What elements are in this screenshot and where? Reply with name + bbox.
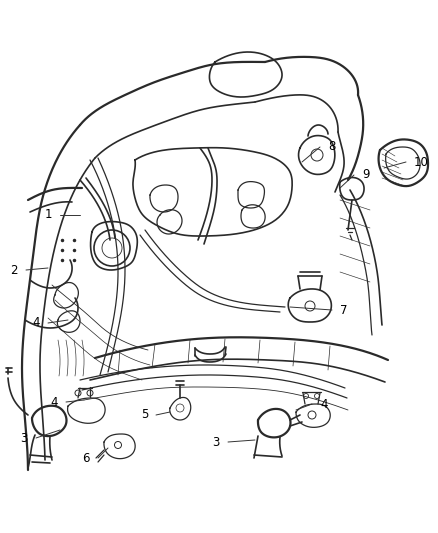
Text: 4: 4 — [50, 395, 58, 408]
Text: 6: 6 — [82, 451, 90, 464]
Text: 3: 3 — [21, 432, 28, 445]
Text: 1: 1 — [45, 208, 52, 222]
Text: 9: 9 — [362, 168, 370, 182]
Text: 5: 5 — [141, 408, 148, 422]
Text: 2: 2 — [11, 263, 18, 277]
Text: 4: 4 — [320, 398, 328, 410]
Text: 4: 4 — [32, 317, 40, 329]
Text: 8: 8 — [328, 141, 336, 154]
Text: 10: 10 — [414, 156, 429, 168]
Text: 7: 7 — [340, 303, 347, 317]
Text: 3: 3 — [212, 435, 220, 448]
